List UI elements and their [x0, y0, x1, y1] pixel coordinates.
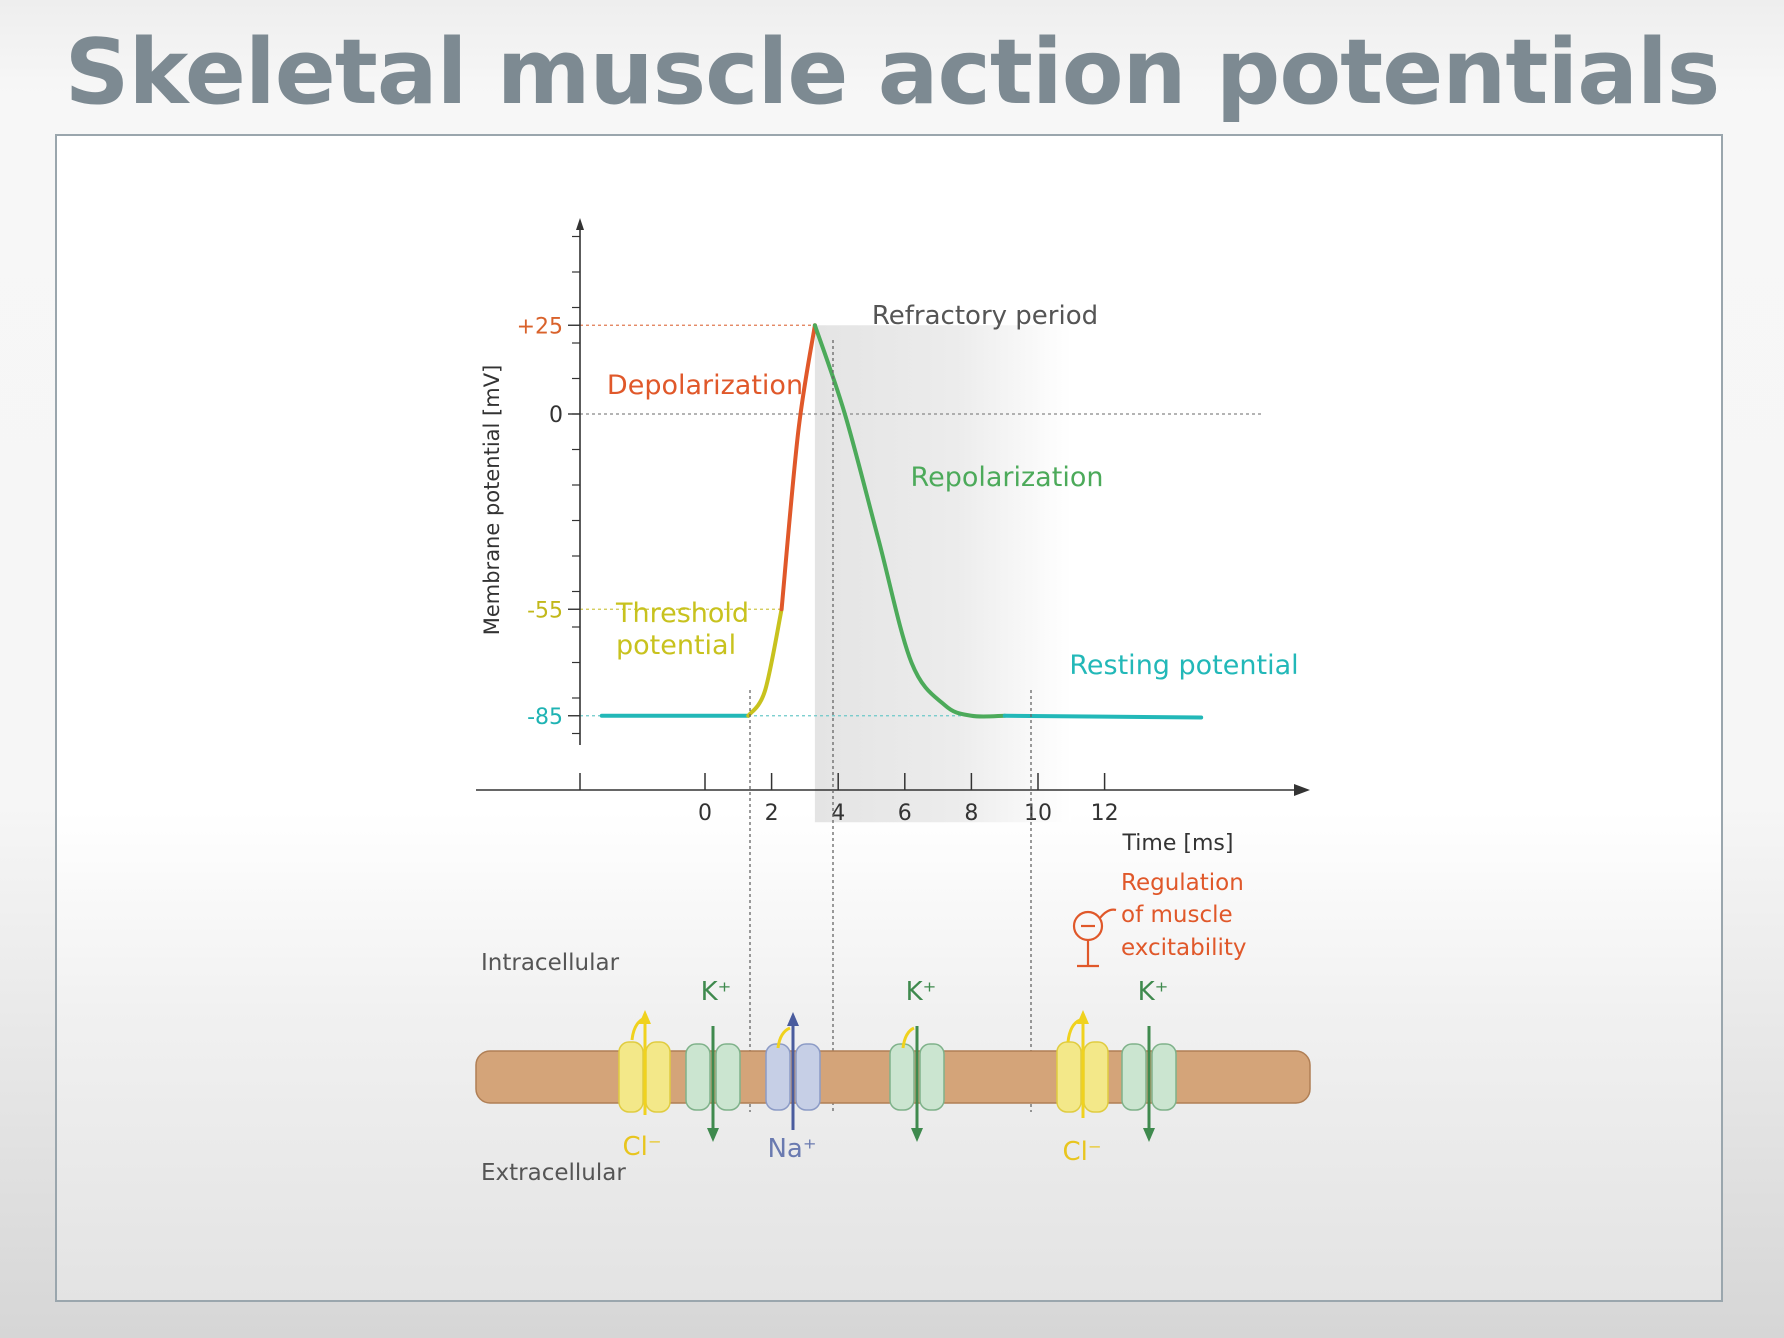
extracellular-label: Extracellular — [481, 1160, 626, 1186]
x-axis-label: Time [ms] — [1122, 831, 1234, 856]
na-channel — [765, 1043, 821, 1111]
x-tick-label: 12 — [1091, 801, 1119, 826]
threshold-label-line1: Threshold — [615, 598, 749, 629]
refractory-period-shading — [814, 325, 1072, 823]
k-plus-label-1: K⁺ — [701, 977, 732, 1007]
cl-channel-1 — [618, 1041, 671, 1113]
na-plus-label: Na⁺ — [767, 1134, 816, 1164]
y-tick-label: -55 — [527, 598, 563, 623]
curve-segment-resting-potential — [1002, 713, 1204, 720]
y-axis-label: Membrane potential [mV] — [480, 365, 504, 636]
k-plus-label-3: K⁺ — [1138, 977, 1169, 1007]
curve-segment-repolarization — [812, 323, 1007, 719]
k-arrow-3-icon — [1143, 1026, 1155, 1142]
regulation-line1: Regulation — [1121, 870, 1244, 896]
cl-arrow-2-icon — [1066, 1010, 1089, 1118]
regulation-line3: excitability — [1121, 935, 1247, 961]
k-arrow-1-icon — [707, 1026, 719, 1142]
y-tick-label: +25 — [517, 314, 563, 339]
x-axis-ticks: 0 2 4 6 8 10 12 — [579, 773, 1119, 826]
y-axis — [576, 218, 584, 745]
guide-lines — [749, 340, 1032, 1112]
y-tick-label: 0 — [549, 403, 563, 428]
depolarization-label: Depolarization — [607, 370, 803, 401]
cl-minus-label-2: Cl⁻ — [1062, 1137, 1101, 1167]
x-tick-label: 4 — [831, 801, 845, 826]
k-channel-3 — [1121, 1043, 1177, 1111]
k-channel-2 — [889, 1043, 945, 1111]
cl-arrow-1-icon — [630, 1010, 651, 1115]
na-arrow-icon — [776, 1012, 799, 1130]
reference-lines — [580, 324, 1262, 717]
cl-channel-2 — [1056, 1041, 1109, 1113]
x-axis — [476, 784, 1310, 796]
resting-potential-label: Resting potential — [1069, 650, 1298, 681]
k-arrow-2-icon — [901, 1026, 923, 1142]
y-axis-minor-ticks — [572, 235, 580, 735]
y-tick-label: -85 — [527, 705, 563, 730]
x-tick-label: 10 — [1024, 801, 1052, 826]
cl-minus-label-1: Cl⁻ — [622, 1132, 661, 1162]
slide-title: Skeletal muscle action potentials — [64, 20, 1721, 125]
x-tick-label: 8 — [964, 801, 978, 826]
intracellular-label: Intracellular — [481, 950, 620, 976]
regulation-line2: of muscle — [1121, 902, 1233, 928]
refractory-period-label: Refractory period — [872, 301, 1098, 331]
k-plus-label-2: K⁺ — [906, 977, 937, 1007]
x-tick-label: 2 — [765, 801, 779, 826]
action-potential-curve — [599, 323, 1204, 720]
regulation-inhibitor-icon — [1072, 908, 1117, 968]
curve-segment-depolarization — [779, 323, 817, 612]
y-axis-tick-labels: +25 0 -55 -85 — [517, 314, 580, 730]
repolarization-label: Repolarization — [911, 462, 1104, 493]
curve-segment-threshold-potential — [746, 607, 784, 718]
x-tick-label: 0 — [698, 801, 712, 826]
k-channel-1 — [685, 1043, 741, 1111]
threshold-label-line2: potential — [616, 630, 736, 661]
x-tick-label: 6 — [898, 801, 912, 826]
